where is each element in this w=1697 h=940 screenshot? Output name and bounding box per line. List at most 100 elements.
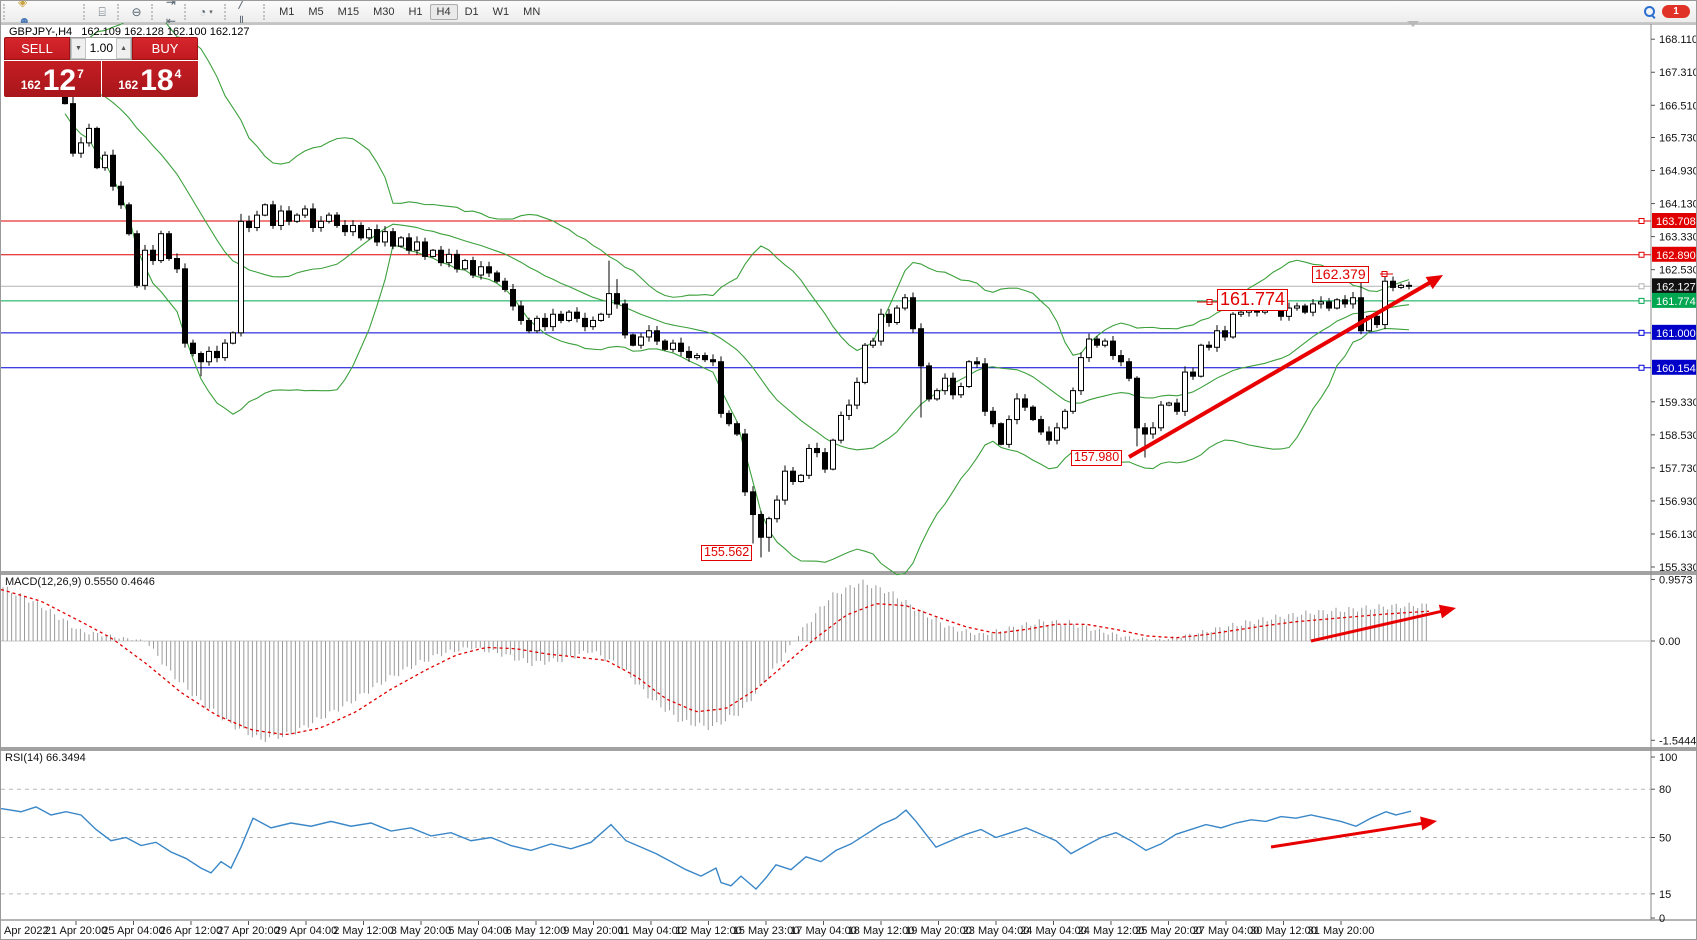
- svg-text:26 Apr 12:00: 26 Apr 12:00: [160, 925, 222, 937]
- svg-text:164.130: 164.130: [1659, 199, 1697, 211]
- one-click-trading-panel: SELL ▼ 1.00 ▲ BUY 162 12 7 162 18 4: [4, 37, 198, 97]
- svg-text:166.510: 166.510: [1659, 100, 1697, 112]
- svg-text:Apr 2022: Apr 2022: [4, 925, 49, 937]
- timeframe-button-m5[interactable]: M5: [308, 5, 324, 18]
- chevron-down-icon[interactable]: [1407, 21, 1419, 27]
- trend-arrow-main[interactable]: [1127, 275, 1443, 459]
- macd-label: MACD(12,26,9) 0.5550 0.4646: [5, 576, 155, 588]
- svg-text:161.774: 161.774: [1656, 296, 1696, 308]
- chart-canvas[interactable]: 168.110 167.310 166.510 165.730 164.930 164.1…: [1, 23, 1697, 940]
- periods-icon[interactable]: ◔ ▾: [194, 2, 221, 21]
- svg-text:162.530: 162.530: [1659, 265, 1697, 277]
- chart-title: GBPJPY-,H4 162.109 162.128 162.100 162.1…: [9, 26, 249, 38]
- buy-price-sup: 4: [174, 67, 182, 81]
- channel-icon[interactable]: ∥: [234, 12, 261, 31]
- zoom-out-icon[interactable]: ⊖: [127, 2, 148, 21]
- timeframe-button-m1[interactable]: M1: [279, 5, 295, 18]
- svg-text:6 May 12:00: 6 May 12:00: [506, 925, 567, 937]
- rsi-line: [1, 806, 1412, 890]
- candlesticks[interactable]: [62, 88, 1412, 558]
- svg-text:2 May 12:00: 2 May 12:00: [333, 925, 394, 937]
- channel-icon: ∥: [238, 14, 245, 28]
- svg-text:27 Apr 20:00: 27 Apr 20:00: [217, 925, 279, 937]
- chart-shift-icon: ⇤: [165, 14, 176, 28]
- svg-text:162.890: 162.890: [1656, 250, 1696, 262]
- svg-text:156.930: 156.930: [1659, 496, 1697, 508]
- toolbar-right: 1: [1644, 5, 1696, 19]
- svg-text:100: 100: [1659, 752, 1677, 764]
- timeframe-button-d1[interactable]: D1: [464, 5, 479, 18]
- toolbar: ▤✚新订单◈☻◉◍自动交易 ⌶⌸∿ ⊕⊖▦ ⇥⇤ ✚▾◔▾⛶ ➤✛∣─╱∥ƒAT…: [1, 0, 1696, 103]
- svg-text:163.330: 163.330: [1659, 232, 1697, 244]
- timeframe-button-h4[interactable]: H4: [429, 3, 458, 20]
- svg-text:165.730: 165.730: [1659, 132, 1697, 144]
- toolbar-grip: [3, 3, 10, 20]
- sell-price-prefix: 162: [20, 78, 41, 92]
- svg-text:17 May 04:00: 17 May 04:00: [790, 925, 857, 937]
- buy-button[interactable]: BUY: [132, 37, 198, 60]
- svg-text:0.9573: 0.9573: [1659, 574, 1693, 586]
- svg-text:-1.5444: -1.5444: [1659, 735, 1696, 747]
- buy-price-prefix: 162: [118, 78, 139, 92]
- svg-text:24 May 04:00: 24 May 04:00: [1020, 925, 1087, 937]
- timeframe-button-w1[interactable]: W1: [492, 5, 510, 18]
- svg-text:19 May 20:00: 19 May 20:00: [905, 925, 972, 937]
- trendline-icon[interactable]: ╱: [234, 1, 261, 12]
- svg-text:0.00: 0.00: [1659, 636, 1680, 648]
- trend-arrow-macd[interactable]: [1310, 604, 1456, 643]
- timeframe-button-h1[interactable]: H1: [408, 5, 423, 18]
- svg-text:31 May 20:00: 31 May 20:00: [1308, 925, 1375, 937]
- rsi-label: RSI(14) 66.3494: [5, 752, 86, 764]
- chart-shift-icon[interactable]: ⇤: [161, 12, 181, 31]
- level-lines[interactable]: [1, 218, 1651, 371]
- volume-increase-button[interactable]: ▲: [116, 38, 132, 59]
- label-162379[interactable]: 162.379: [1312, 266, 1369, 284]
- svg-text:164.930: 164.930: [1659, 166, 1697, 178]
- search-icon[interactable]: [1644, 5, 1656, 19]
- timeframe-button-m15[interactable]: M15: [337, 5, 360, 18]
- svg-text:50: 50: [1659, 833, 1671, 845]
- chart-symbol-period: GBPJPY-,H4: [9, 26, 73, 38]
- volume-input[interactable]: 1.00: [89, 41, 114, 55]
- svg-text:163.708: 163.708: [1656, 216, 1696, 228]
- macd-histogram: [2, 579, 1427, 743]
- candlestick-icon: ⌸: [98, 4, 106, 19]
- volume-decrease-button[interactable]: ▼: [70, 38, 86, 59]
- svg-text:25 Apr 04:00: 25 Apr 04:00: [102, 925, 164, 937]
- label-161774[interactable]: 161.774: [1217, 289, 1289, 311]
- svg-text:168.110: 168.110: [1659, 34, 1697, 46]
- label-155562[interactable]: 155.562: [701, 545, 753, 561]
- zoom-out-icon: ⊖: [131, 4, 142, 19]
- svg-text:21 Apr 20:00: 21 Apr 20:00: [45, 925, 107, 937]
- sell-price-display[interactable]: 162 12 7: [4, 61, 101, 97]
- svg-text:30 May 12:00: 30 May 12:00: [1250, 925, 1317, 937]
- svg-text:23 May 04:00: 23 May 04:00: [963, 925, 1030, 937]
- svg-text:12 May 12:00: 12 May 12:00: [675, 925, 742, 937]
- svg-text:157.730: 157.730: [1659, 463, 1697, 475]
- buy-price-display[interactable]: 162 18 4: [101, 61, 198, 97]
- timeframe-button-m30[interactable]: M30: [373, 5, 395, 18]
- svg-text:80: 80: [1659, 784, 1671, 796]
- svg-text:160.154: 160.154: [1656, 363, 1696, 375]
- svg-text:158.530: 158.530: [1659, 430, 1697, 442]
- svg-text:25 May 20:00: 25 May 20:00: [1135, 925, 1202, 937]
- label-157980[interactable]: 157.980: [1071, 450, 1123, 466]
- timeframe-button-mn[interactable]: MN: [523, 5, 541, 18]
- svg-text:159.330: 159.330: [1659, 397, 1697, 409]
- layouts-icon[interactable]: ◈: [13, 0, 80, 12]
- svg-text:155.330: 155.330: [1659, 562, 1697, 574]
- trend-arrow-rsi[interactable]: [1270, 816, 1437, 849]
- svg-text:29 Apr 04:00: 29 Apr 04:00: [275, 925, 337, 937]
- candlestick-icon[interactable]: ⌸: [93, 2, 113, 21]
- sell-price-big: 12: [42, 64, 77, 97]
- notification-badge[interactable]: 1: [1662, 5, 1690, 18]
- periods-icon: ◔: [198, 4, 207, 19]
- auto-scroll-icon: ⇥: [165, 0, 176, 9]
- auto-scroll-icon[interactable]: ⇥: [161, 0, 181, 12]
- sell-button[interactable]: SELL: [4, 37, 70, 60]
- price-axis[interactable]: 168.110 167.310 166.510 165.730 164.930 164.1…: [1651, 34, 1697, 925]
- layouts-icon: ◈: [18, 0, 28, 9]
- chevron-down-icon: ▾: [209, 8, 213, 16]
